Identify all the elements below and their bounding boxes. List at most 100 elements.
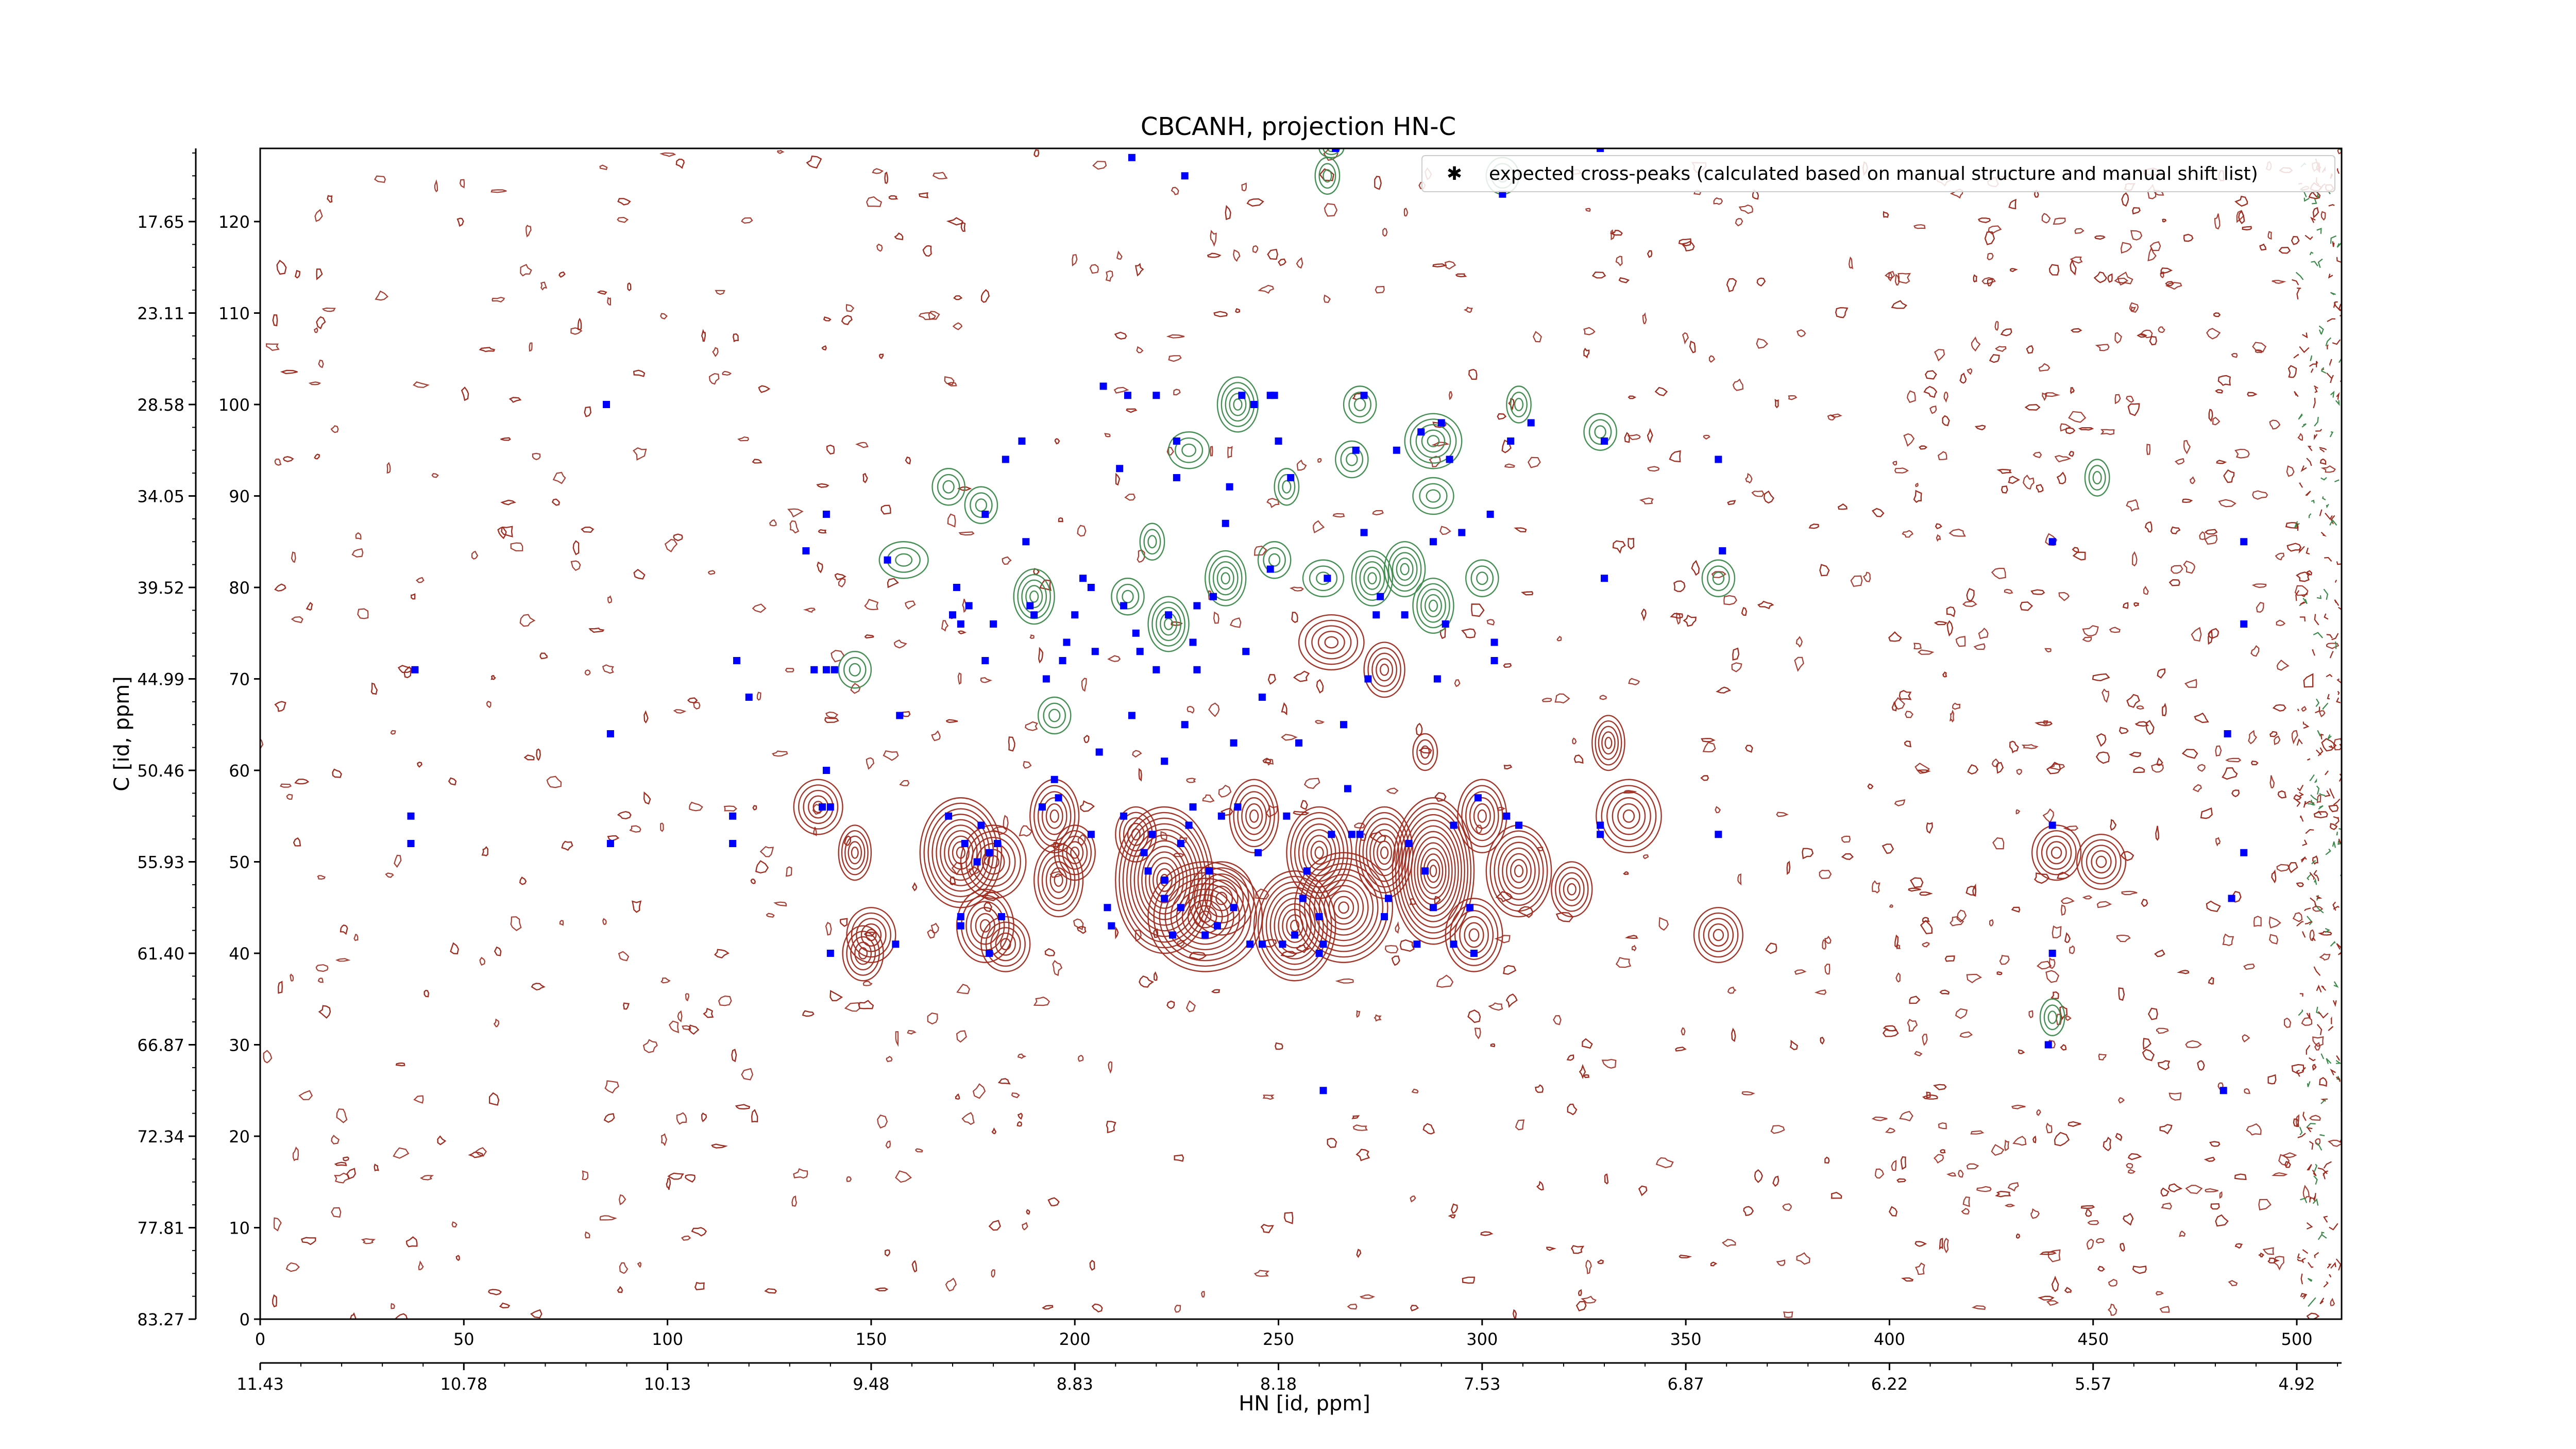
negative-peak-contour-level: [1506, 385, 1532, 424]
noise-contour: [1999, 955, 2010, 965]
edge-artifact-contour: [2316, 361, 2318, 367]
negative-peak-contour-level: [1263, 547, 1286, 573]
noise-contour: [2215, 389, 2223, 394]
edge-artifact-contour: [2310, 355, 2313, 361]
edge-artifact-contour: [2303, 801, 2307, 808]
noise-contour: [2021, 744, 2039, 749]
edge-artifact-contour: [2308, 1297, 2316, 1307]
noise-contour: [1455, 273, 1467, 278]
noise-contour: [1710, 1261, 1718, 1267]
noise-contour: [2008, 476, 2020, 484]
noise-contour: [1210, 446, 1213, 457]
edge-artifact-contour: [2309, 363, 2317, 367]
positive-peak-contour-level: [1698, 912, 1739, 958]
noise-contour: [559, 920, 564, 926]
noise-contour: [1515, 1119, 1525, 1131]
noise-contour: [2294, 585, 2309, 596]
noise-contour: [1317, 458, 1322, 463]
noise-contour: [2276, 659, 2290, 671]
noise-contour: [2046, 1300, 2059, 1306]
positive-peak-contour-level: [851, 912, 892, 958]
noise-contour: [1938, 1122, 1947, 1130]
expected-cross-peak: [2240, 538, 2248, 546]
noise-contour: [2154, 949, 2165, 957]
noise-contour: [1252, 245, 1259, 254]
noise-contour: [691, 1227, 707, 1237]
expected-cross-peak: [1230, 904, 1238, 912]
noise-contour: [2127, 1169, 2136, 1174]
expected-cross-peak: [1315, 950, 1323, 957]
noise-contour: [1115, 473, 1121, 486]
expected-cross-peak: [2048, 950, 2056, 957]
expected-cross-peak: [1490, 638, 1498, 646]
noise-contour: [1902, 530, 1913, 538]
noise-contour: [1991, 758, 2000, 767]
edge-artifact-contour: [2319, 793, 2326, 796]
expected-cross-peak: [1128, 154, 1136, 161]
edge-artifact-contour: [2314, 778, 2317, 783]
noise-contour: [764, 1288, 777, 1294]
positive-peak-contour: [1355, 806, 1414, 899]
noise-contour: [2044, 648, 2052, 653]
noise-contour: [933, 172, 948, 179]
negative-peak-contour-level: [1410, 418, 1457, 464]
edge-artifact-contour: [2300, 592, 2308, 597]
noise-contour: [1399, 939, 1415, 952]
positive-peak-contour-level: [1461, 785, 1503, 848]
noise-contour: [1591, 272, 1606, 279]
expected-cross-peak: [729, 840, 737, 847]
noise-contour: [461, 386, 469, 401]
noise-contour: [899, 780, 910, 786]
noise-contour: [1904, 740, 1911, 748]
noise-contour: [1136, 346, 1144, 353]
edge-artifact-contour: [2320, 1099, 2326, 1104]
negative-peak-contour-level: [1216, 566, 1234, 590]
noise-contour: [1962, 1196, 1970, 1207]
expected-cross-peak: [2240, 620, 2248, 628]
positive-peak-contour-level: [1408, 825, 1459, 917]
positive-peak-contour-level: [1245, 803, 1263, 829]
expected-cross-peak: [1173, 474, 1180, 481]
expected-cross-peak: [949, 611, 957, 619]
noise-contour: [1914, 482, 1919, 487]
noise-contour: [2190, 476, 2196, 484]
noise-contour: [413, 381, 430, 388]
noise-contour: [572, 540, 580, 555]
noise-contour: [858, 1000, 874, 1009]
noise-contour: [2103, 1136, 2111, 1152]
noise-contour: [2197, 764, 2206, 772]
negative-peak-contour-level: [1387, 546, 1422, 592]
noise-contour: [1976, 1186, 1992, 1192]
noise-contour: [1754, 1169, 1763, 1183]
noise-contour: [1974, 425, 1986, 430]
noise-contour: [660, 313, 668, 319]
noise-contour: [1889, 1206, 1897, 1217]
negative-peak-contour-level: [1323, 169, 1332, 183]
noise-contour: [1689, 341, 1696, 353]
noise-contour: [331, 1207, 342, 1218]
noise-contour: [1971, 1305, 1986, 1310]
noise-contour: [1988, 225, 2002, 234]
noise-contour: [1124, 493, 1136, 501]
positive-peak-contour-level: [1713, 929, 1724, 941]
positive-peak-contour-level: [985, 921, 1026, 967]
expected-cross-peak: [1356, 831, 1364, 838]
noise-contour: [1073, 918, 1084, 931]
noise-contour: [2097, 1266, 2105, 1272]
edge-artifact-contour: [2332, 1000, 2337, 1007]
noise-contour: [1716, 686, 1731, 694]
noise-contour: [1475, 824, 1483, 834]
positive-peak-contour-level: [1494, 836, 1544, 906]
noise-contour: [2291, 235, 2300, 245]
noise-contour: [2041, 213, 2051, 224]
noise-contour: [2306, 1312, 2320, 1319]
noise-contour: [2108, 1303, 2117, 1316]
noise-contour: [1681, 241, 1695, 251]
noise-contour: [1480, 1231, 1494, 1236]
expected-cross-peak: [1242, 648, 1250, 655]
edge-artifact-contour: [2336, 678, 2342, 684]
noise-contour: [2155, 825, 2159, 841]
noise-contour: [960, 222, 966, 232]
edge-artifact-contour: [2327, 318, 2335, 322]
noise-contour: [1585, 1259, 1592, 1274]
